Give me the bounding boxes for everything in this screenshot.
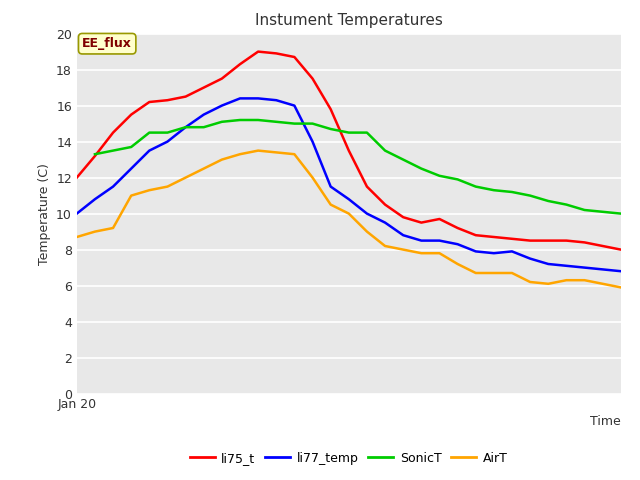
Legend: li75_t, li77_temp, SonicT, AirT: li75_t, li77_temp, SonicT, AirT [185, 447, 513, 469]
Title: Instument Temperatures: Instument Temperatures [255, 13, 443, 28]
Text: Time: Time [590, 415, 621, 428]
Text: EE_flux: EE_flux [82, 37, 132, 50]
Y-axis label: Temperature (C): Temperature (C) [38, 163, 51, 264]
